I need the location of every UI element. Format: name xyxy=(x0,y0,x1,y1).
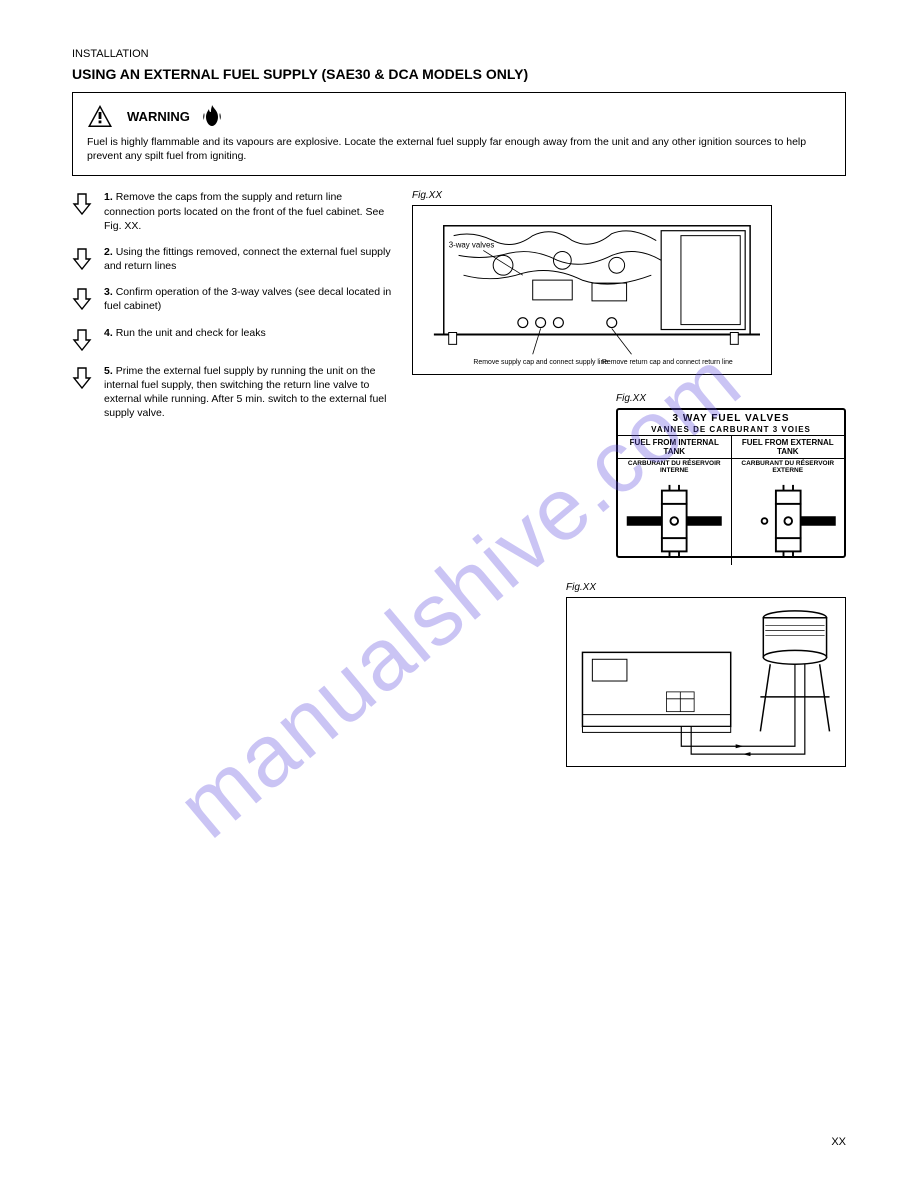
step-text: 5. Prime the external fuel supply by run… xyxy=(104,364,392,421)
fig2-title-fr: VANNES DE CARBURANT 3 VOIES xyxy=(651,425,811,434)
warning-label: WARNING xyxy=(127,109,190,124)
warning-triangle-icon xyxy=(87,104,117,128)
valve-external-icon xyxy=(736,481,841,561)
fig2-caption: Fig.XX xyxy=(616,393,846,404)
section-title: USING AN EXTERNAL FUEL SUPPLY (SAE30 & D… xyxy=(72,66,846,82)
step-5: 5. Prime the external fuel supply by run… xyxy=(72,364,392,421)
flame-icon xyxy=(200,103,226,129)
step-arrow-icon xyxy=(72,190,94,216)
fig1-label-c: Remove return cap and connect return lin… xyxy=(602,359,733,366)
step-arrow-icon xyxy=(72,285,94,311)
fig2-decal: 3 WAY FUEL VALVES VANNES DE CARBURANT 3 … xyxy=(616,408,846,558)
step-arrow-icon xyxy=(72,326,94,352)
fig1-diagram: 3-way valves Remove supply cap and conne… xyxy=(412,205,772,375)
page-number: XX xyxy=(831,1136,846,1148)
figures-column: Fig.XX xyxy=(412,190,846,767)
fig1-label-a: 3-way valves xyxy=(449,241,495,250)
step-arrow-icon xyxy=(72,364,94,390)
step-text: 3. Confirm operation of the 3-way valves… xyxy=(104,285,392,313)
fig2-right-bottom: CARBURANT DU RÉSERVOIR EXTERNE xyxy=(731,459,844,478)
step-arrow-icon xyxy=(72,245,94,271)
page-header: INSTALLATION xyxy=(72,48,846,60)
fig1-label-b: Remove supply cap and connect supply lin… xyxy=(473,359,608,366)
step-1: 1. Remove the caps from the supply and r… xyxy=(72,190,392,233)
warning-text: Fuel is highly flammable and its vapours… xyxy=(87,135,831,163)
fig2-left-bottom: CARBURANT DU RÉSERVOIR INTERNE xyxy=(618,459,731,478)
step-3: 3. Confirm operation of the 3-way valves… xyxy=(72,285,392,313)
step-text: 2. Using the fittings removed, connect t… xyxy=(104,245,392,273)
fig3-diagram xyxy=(566,597,846,767)
fig2-right-top: FUEL FROM EXTERNAL TANK xyxy=(731,436,844,459)
steps-column: 1. Remove the caps from the supply and r… xyxy=(72,190,392,767)
fig2-title: 3 WAY FUEL VALVES xyxy=(672,413,789,424)
warning-box: WARNING Fuel is highly flammable and its… xyxy=(72,92,846,176)
step-2: 2. Using the fittings removed, connect t… xyxy=(72,245,392,273)
step-text: 1. Remove the caps from the supply and r… xyxy=(104,190,392,233)
fig3-caption: Fig.XX xyxy=(566,582,846,593)
valve-internal-icon xyxy=(622,481,727,561)
step-text: 4. Run the unit and check for leaks xyxy=(104,326,266,340)
fig1-caption: Fig.XX xyxy=(412,190,846,201)
step-4: 4. Run the unit and check for leaks xyxy=(72,326,392,352)
fig2-left-top: FUEL FROM INTERNAL TANK xyxy=(618,436,731,459)
